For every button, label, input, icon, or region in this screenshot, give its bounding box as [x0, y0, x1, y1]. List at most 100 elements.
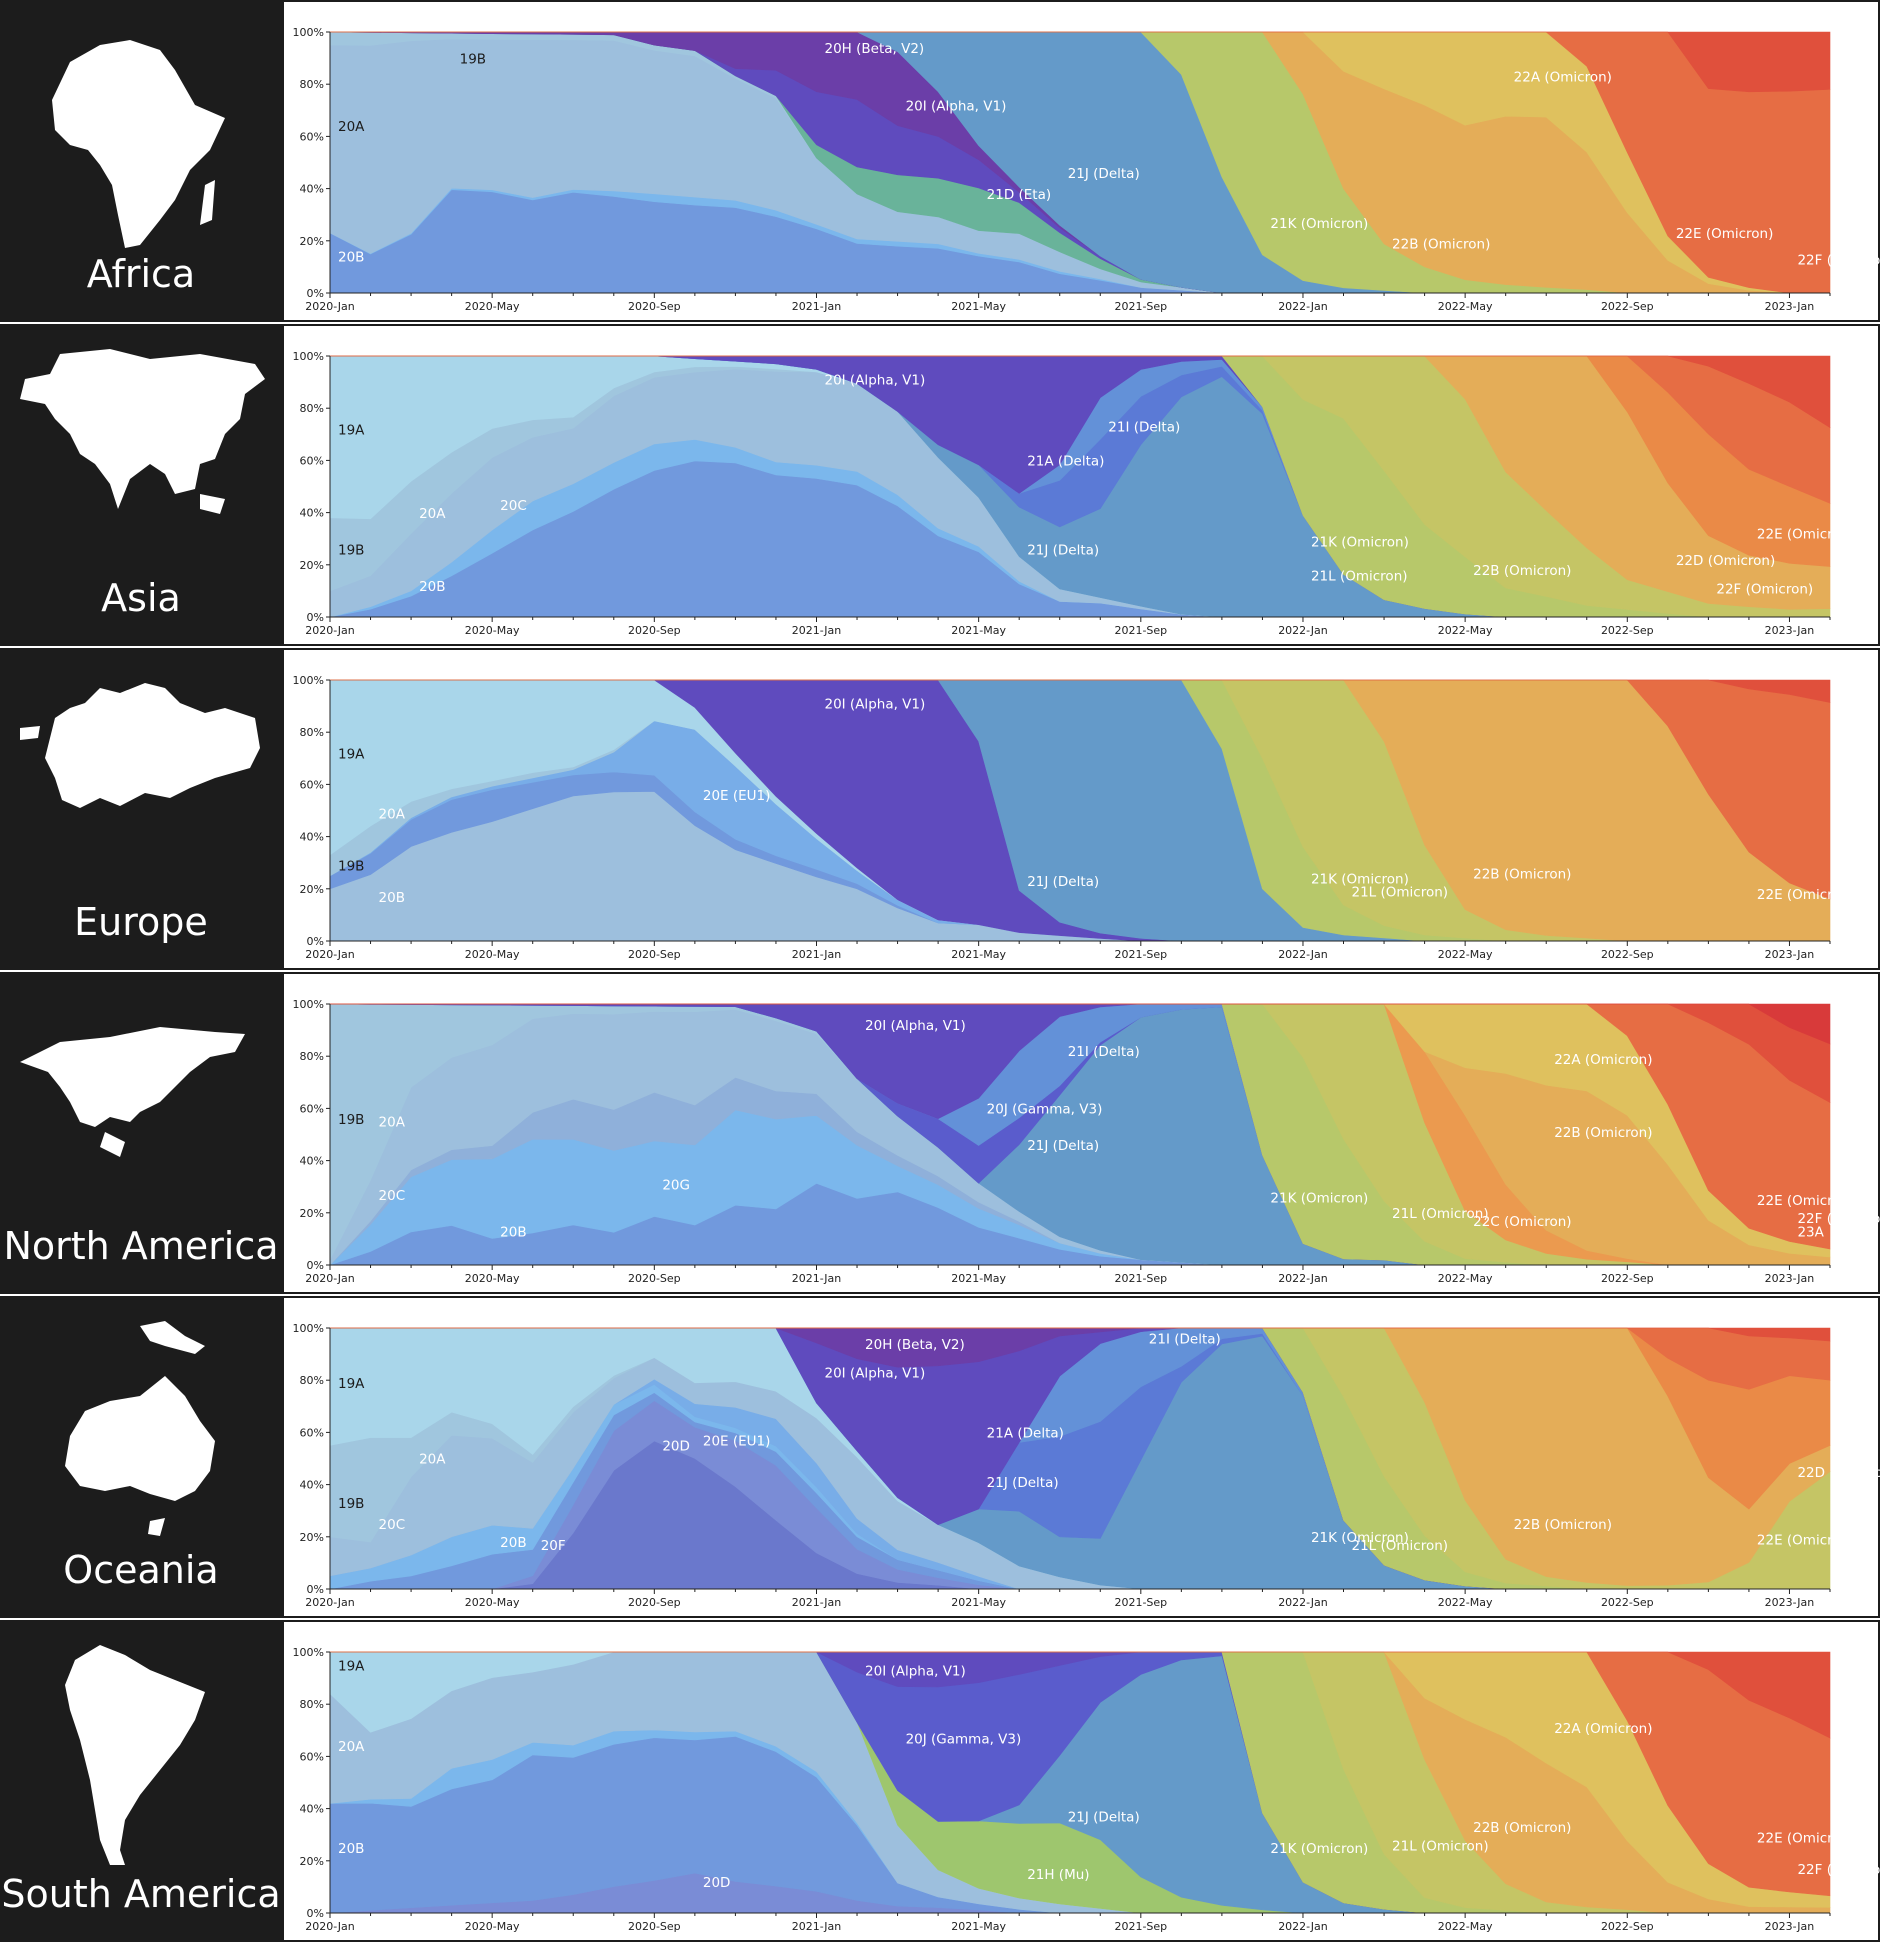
- x-tick-label: 2020-Sep: [628, 1920, 681, 1933]
- clade-label: 21I (Delta): [1149, 1332, 1221, 1348]
- x-tick-label: 2020-Sep: [628, 300, 681, 313]
- clade-label: 21J (Delta): [1027, 874, 1099, 890]
- clade-label: 21K (Omicron): [1270, 1190, 1368, 1206]
- clade-label: 23A: [1797, 1224, 1824, 1240]
- y-tick-label: 80%: [300, 1374, 324, 1387]
- x-tick-label: 2022-May: [1438, 1596, 1493, 1609]
- clade-label: 21L (Omicron): [1352, 1538, 1449, 1554]
- clade-label: 19A: [338, 422, 365, 438]
- x-tick-label: 2020-Sep: [628, 624, 681, 637]
- x-tick-label: 2021-Sep: [1114, 948, 1167, 961]
- y-tick-label: 60%: [300, 454, 324, 467]
- clade-label: 22B (Omicron): [1473, 1820, 1571, 1836]
- clade-label: 22E (Omicron): [1757, 527, 1855, 543]
- y-tick-label: 60%: [300, 1750, 324, 1763]
- region-name: Oceania: [63, 1548, 219, 1592]
- y-tick-label: 80%: [300, 402, 324, 415]
- clade-label: 22B (Omicron): [1554, 1125, 1652, 1141]
- region-panel: North America: [0, 972, 282, 1294]
- x-tick-label: 2020-Jan: [305, 948, 355, 961]
- y-tick-label: 40%: [300, 831, 324, 844]
- clade-label: 22B (Omicron): [1473, 866, 1571, 882]
- x-tick-label: 2022-May: [1438, 948, 1493, 961]
- x-tick-label: 2022-May: [1438, 1272, 1493, 1285]
- clade-label: 22B (Omicron): [1392, 237, 1490, 253]
- x-tick-label: 2020-Sep: [628, 1272, 681, 1285]
- stacked-area-chart: 0% 20% 40% 60% 80% 100% 2020-Jan 2020-May 2020-S…: [293, 26, 1882, 313]
- x-tick-label: 2023-Jan: [1765, 624, 1815, 637]
- y-tick-label: 20%: [300, 1207, 324, 1220]
- clade-label: 19A: [338, 1376, 365, 1392]
- x-tick-label: 2020-Jan: [305, 1920, 355, 1933]
- clade-label: 22A (Omicron): [1554, 1721, 1652, 1737]
- clade-label: 21L (Omicron): [1392, 1206, 1489, 1222]
- y-tick-label: 20%: [300, 559, 324, 572]
- clade-label: 20I (Alpha, V1): [865, 1663, 966, 1679]
- clade-label: 21J (Delta): [1068, 166, 1140, 182]
- x-tick-label: 2021-Jan: [792, 1596, 842, 1609]
- y-tick-label: 20%: [300, 1855, 324, 1868]
- x-tick-label: 2021-May: [951, 1920, 1006, 1933]
- y-tick-label: 0%: [307, 1259, 324, 1272]
- clade-label: 22B (Omicron): [1473, 563, 1571, 579]
- y-tick-label: 0%: [307, 1907, 324, 1920]
- clade-label: 19A: [338, 1658, 365, 1674]
- x-tick-label: 2023-Jan: [1765, 300, 1815, 313]
- clade-label: 21J (Delta): [1068, 1810, 1140, 1826]
- clade-label: 22D (Omicron): [1676, 553, 1775, 569]
- x-tick-label: 2022-Jan: [1278, 300, 1328, 313]
- area-22f-omicron: [330, 355, 1831, 429]
- clade-label: 22E (Omicron): [1757, 1831, 1855, 1847]
- x-tick-label: 2021-Sep: [1114, 300, 1167, 313]
- x-tick-label: 2020-Jan: [305, 1272, 355, 1285]
- x-tick-label: 2021-May: [951, 1272, 1006, 1285]
- clade-label: 21K (Omicron): [1270, 1841, 1368, 1857]
- stacked-area-chart: 0% 20% 40% 60% 80% 100% 2020-Jan 2020-May 2020-S…: [293, 350, 1855, 637]
- clade-label: 21H (Mu): [1027, 1867, 1089, 1883]
- clade-label: 22F (Omicron): [1797, 252, 1882, 268]
- clade-label: 21L (Omicron): [1392, 1838, 1489, 1854]
- y-tick-label: 40%: [300, 1803, 324, 1816]
- x-tick-label: 2021-Sep: [1114, 624, 1167, 637]
- x-tick-label: 2022-Jan: [1278, 1596, 1328, 1609]
- clade-label: 21K (Omicron): [1311, 872, 1409, 888]
- area-22f-omicron: [330, 679, 1831, 703]
- x-tick-label: 2022-Jan: [1278, 624, 1328, 637]
- clade-label: 20C: [500, 498, 527, 514]
- stacked-area-chart: 0% 20% 40% 60% 80% 100% 2020-Jan 2020-May 2020-S…: [293, 998, 1882, 1285]
- clade-label: 20A: [379, 806, 406, 822]
- clade-label: 21L (Omicron): [1311, 568, 1408, 584]
- clade-label: 20G: [662, 1177, 690, 1193]
- clade-label: 20B: [500, 1535, 526, 1551]
- y-tick-label: 60%: [300, 1426, 324, 1439]
- y-tick-label: 0%: [307, 1583, 324, 1596]
- x-tick-label: 2023-Jan: [1765, 1920, 1815, 1933]
- x-tick-label: 2020-May: [465, 948, 520, 961]
- chart-panel: 0% 20% 40% 60% 80% 100% 2020-Jan 2020-May 2020-S…: [282, 648, 1880, 970]
- region-panel: Africa: [0, 0, 282, 322]
- x-tick-label: 2021-Sep: [1114, 1596, 1167, 1609]
- region-row-europe: Europe 0% 20% 40% 60% 80% 100% 2020-Jan 2020-May…: [0, 648, 1882, 970]
- region-name: Asia: [101, 576, 181, 620]
- y-tick-label: 40%: [300, 1479, 324, 1492]
- y-tick-label: 60%: [300, 778, 324, 791]
- x-tick-label: 2023-Jan: [1765, 1272, 1815, 1285]
- y-tick-label: 60%: [300, 1102, 324, 1115]
- x-tick-label: 2021-Jan: [792, 624, 842, 637]
- x-tick-label: 2021-Jan: [792, 1272, 842, 1285]
- clade-label: 20D: [703, 1875, 731, 1891]
- clade-label: 22C (Omicron): [1473, 1214, 1571, 1230]
- x-tick-label: 2023-Jan: [1765, 1596, 1815, 1609]
- clade-label: 20B: [379, 890, 405, 906]
- x-tick-label: 2021-May: [951, 1596, 1006, 1609]
- y-tick-label: 80%: [300, 726, 324, 739]
- clade-label: 21K (Omicron): [1270, 216, 1368, 232]
- x-tick-label: 2020-Jan: [305, 300, 355, 313]
- region-name: Africa: [86, 252, 196, 296]
- clade-label: 20I (Alpha, V1): [824, 1366, 925, 1382]
- clade-label: 21K (Omicron): [1311, 1530, 1409, 1546]
- region-panel: Oceania: [0, 1296, 282, 1618]
- clade-label: 19B: [338, 542, 364, 558]
- stacked-area-chart: 0% 20% 40% 60% 80% 100% 2020-Jan 2020-May 2020-S…: [293, 1322, 1882, 1609]
- clade-label: 20H (Beta, V2): [824, 41, 924, 57]
